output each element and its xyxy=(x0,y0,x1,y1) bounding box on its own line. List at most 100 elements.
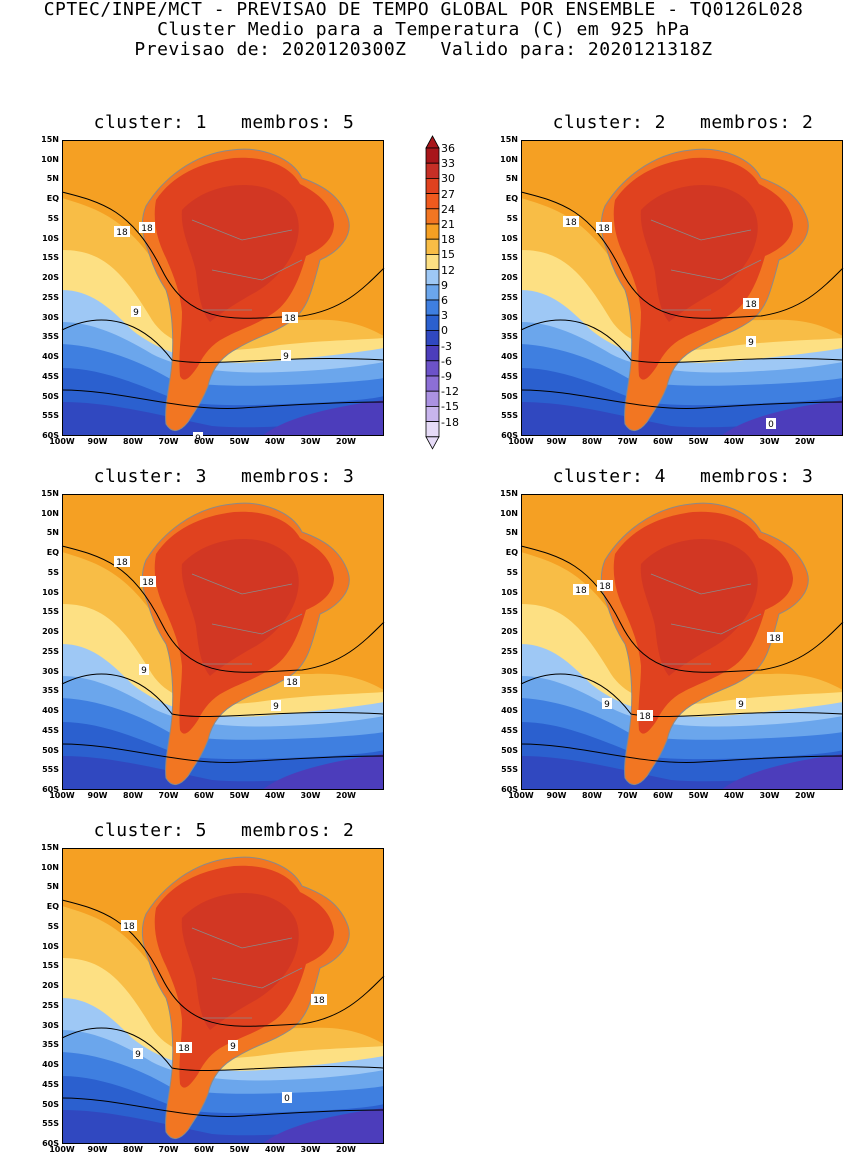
svg-text:9: 9 xyxy=(273,702,279,712)
lat-tick-label: 40S xyxy=(501,352,518,362)
colorbar-label: 18 xyxy=(441,233,455,247)
lat-tick-label: 5S xyxy=(506,213,518,223)
map-panel-2: 18 18 18 9 0 xyxy=(520,140,844,436)
lon-tick-label: 90W xyxy=(87,791,108,800)
svg-text:18: 18 xyxy=(769,634,781,644)
lon-tick-label: 100W xyxy=(508,437,534,446)
svg-text:18: 18 xyxy=(313,996,325,1006)
temperature-map-4: 18 18 18 9 18 9 xyxy=(520,494,844,790)
svg-text:9: 9 xyxy=(195,434,201,444)
lat-tick-label: 10N xyxy=(41,862,59,872)
colorbar-swatch xyxy=(425,223,440,240)
lon-tick-label: 90W xyxy=(546,791,567,800)
lon-tick-label: 80W xyxy=(123,791,143,800)
lat-tick-label: 5N xyxy=(505,528,518,538)
lat-tick-label: 55S xyxy=(42,765,59,775)
lat-tick-label: 35S xyxy=(42,686,59,696)
colorbar-label: 3 xyxy=(441,309,448,323)
lat-tick-label: 45S xyxy=(501,725,518,735)
lon-tick-label: 20W xyxy=(336,437,356,446)
lat-tick-label: 25S xyxy=(42,646,59,656)
colorbar-label: 12 xyxy=(441,263,455,277)
svg-text:18: 18 xyxy=(142,578,154,588)
lat-tick-label: 15S xyxy=(42,607,59,617)
lon-tick-label: 40W xyxy=(265,1145,285,1154)
svg-text:9: 9 xyxy=(604,700,610,710)
lat-tick-label: 30S xyxy=(501,666,518,676)
lon-tick-label: 60W xyxy=(194,437,214,446)
svg-text:9: 9 xyxy=(738,700,744,710)
lon-tick-label: 50W xyxy=(688,437,709,446)
lon-tick-label: 70W xyxy=(617,437,638,446)
lon-tick-label: 100W xyxy=(49,791,75,800)
colorbar-label: -6 xyxy=(441,354,452,368)
contour-label: 9 xyxy=(139,664,149,676)
colorbar-swatch xyxy=(425,345,440,362)
lon-tick-label: 20W xyxy=(795,437,815,446)
lon-tick-label: 30W xyxy=(759,437,780,446)
lat-tick-label: 10S xyxy=(42,941,59,951)
contour-label: 18 xyxy=(597,580,613,592)
svg-text:18: 18 xyxy=(598,224,610,234)
lat-tick-label: 20S xyxy=(42,273,59,283)
lat-tick-label: 15S xyxy=(42,253,59,263)
lat-tick-label: 5S xyxy=(47,213,59,223)
colorbar-swatch xyxy=(425,284,440,301)
lat-tick-label: 40S xyxy=(42,1060,59,1070)
contour-label: 18 xyxy=(121,920,137,932)
colorbar-label: 30 xyxy=(441,172,455,186)
lat-tick-label: 15S xyxy=(42,961,59,971)
svg-text:9: 9 xyxy=(283,352,289,362)
colorbar-label: -18 xyxy=(441,415,459,429)
lon-tick-label: 20W xyxy=(336,1145,356,1154)
lon-tick-label: 80W xyxy=(582,791,602,800)
lon-tick-label: 90W xyxy=(87,437,108,446)
lat-tick-label: 10N xyxy=(41,508,59,518)
colorbar-swatches xyxy=(425,135,440,450)
lon-tick-label: 40W xyxy=(265,791,285,800)
colorbar-label: 33 xyxy=(441,157,455,171)
lat-tick-label: 20S xyxy=(501,273,518,283)
contour-label: 0 xyxy=(766,418,776,430)
lat-tick-label: 50S xyxy=(42,1099,59,1109)
lon-tick-label: 80W xyxy=(582,437,602,446)
lon-tick-label: 50W xyxy=(229,1145,250,1154)
lon-tick-label: 90W xyxy=(87,1145,108,1154)
svg-text:18: 18 xyxy=(284,314,296,324)
header-line-2: Cluster Medio para a Temperatura (C) em … xyxy=(157,19,690,40)
lat-tick-label: EQ xyxy=(46,902,59,912)
svg-text:0: 0 xyxy=(284,1094,290,1104)
contour-label: 18 xyxy=(114,226,130,238)
contour-label: 18 xyxy=(114,556,130,568)
lat-tick-label: 35S xyxy=(501,686,518,696)
lat-tick-label: EQ xyxy=(505,548,518,558)
lat-tick-label: 45S xyxy=(42,371,59,381)
contour-label: 18 xyxy=(563,216,579,228)
lon-tick-label: 80W xyxy=(123,437,143,446)
lat-tick-label: 45S xyxy=(42,1079,59,1089)
lat-tick-label: 60S xyxy=(42,785,59,794)
lat-tick-label: 10N xyxy=(500,154,518,164)
panel-title-3: cluster: 3 membros: 3 xyxy=(93,466,355,487)
lat-tick-label: 45S xyxy=(501,371,518,381)
lat-tick-label: 50S xyxy=(501,745,518,755)
lat-tick-label: 20S xyxy=(42,627,59,637)
svg-text:18: 18 xyxy=(565,218,577,228)
contour-label: 9 xyxy=(736,698,746,710)
map-panel-3: 18 18 9 18 9 xyxy=(61,494,385,790)
lat-tick-label: EQ xyxy=(46,194,59,204)
lat-tick-label: EQ xyxy=(505,194,518,204)
svg-text:18: 18 xyxy=(599,582,611,592)
lat-tick-label: 55S xyxy=(42,411,59,421)
colorbar-label: 9 xyxy=(441,278,448,292)
colorbar-swatch xyxy=(425,208,440,225)
colorbar-swatch xyxy=(425,421,440,438)
svg-text:18: 18 xyxy=(286,678,298,688)
lon-tick-label: 20W xyxy=(795,791,815,800)
lat-tick-label: 30S xyxy=(42,666,59,676)
colorbar-label: -15 xyxy=(441,400,459,414)
svg-text:18: 18 xyxy=(178,1044,190,1054)
lat-tick-label: 50S xyxy=(501,391,518,401)
lat-tick-label: 5S xyxy=(47,921,59,931)
contour-label: 9 xyxy=(602,698,612,710)
